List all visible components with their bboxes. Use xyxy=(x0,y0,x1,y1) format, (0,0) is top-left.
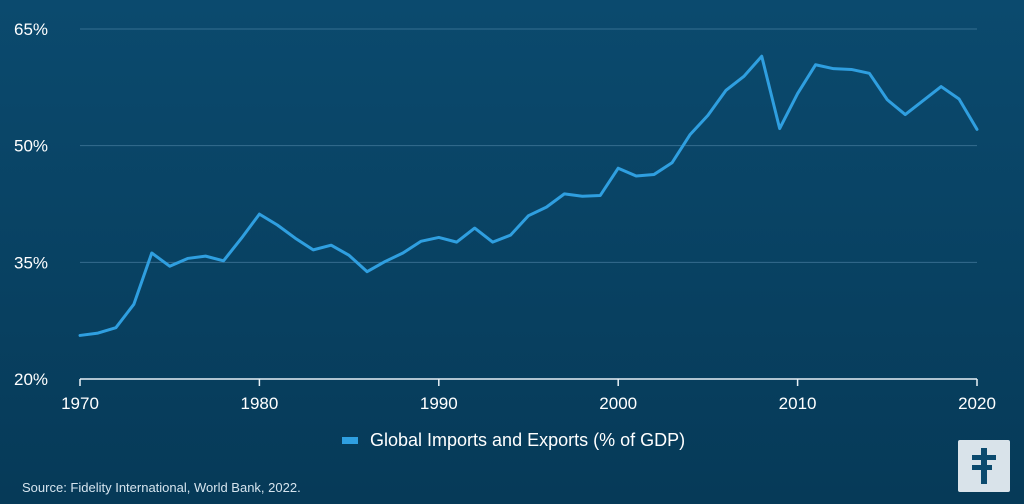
series-layer xyxy=(78,54,979,337)
x-tick-label: 2020 xyxy=(958,394,996,413)
legend: Global Imports and Exports (% of GDP) xyxy=(342,430,685,451)
x-tick-label: 2000 xyxy=(599,394,637,413)
x-tick-label: 1970 xyxy=(61,394,99,413)
x-tick-label: 1980 xyxy=(240,394,278,413)
source-note: Source: Fidelity International, World Ba… xyxy=(22,480,301,495)
fidelity-logo-icon xyxy=(958,440,1010,492)
legend-swatch xyxy=(342,437,358,444)
y-tick-label: 35% xyxy=(14,253,48,272)
x-tick-label: 1990 xyxy=(420,394,458,413)
series-line xyxy=(78,54,979,337)
fidelity-f-icon xyxy=(972,448,996,484)
y-tick-label: 50% xyxy=(14,137,48,156)
y-tick-label: 65% xyxy=(14,20,48,39)
grid-lines xyxy=(80,28,977,263)
y-axis-ticks: 20% 35% 50% 65% xyxy=(14,20,48,389)
legend-label: Global Imports and Exports (% of GDP) xyxy=(370,430,686,450)
y-tick-label: 20% xyxy=(14,370,48,389)
x-axis-ticks: 1970 1980 1990 2000 2010 2020 xyxy=(61,379,996,413)
x-tick-label: 2010 xyxy=(779,394,817,413)
